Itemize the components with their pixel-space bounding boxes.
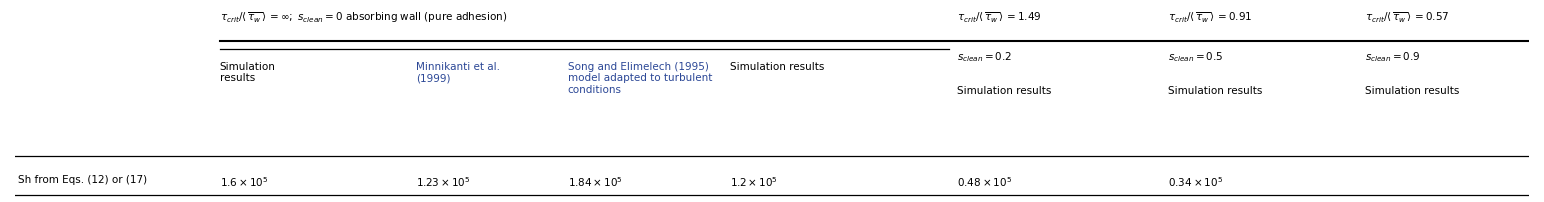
Text: $1.84\times10^5$: $1.84\times10^5$ <box>568 174 622 188</box>
Text: $s_{clean}=0.9$: $s_{clean}=0.9$ <box>1365 49 1420 63</box>
Text: Simulation
results: Simulation results <box>219 61 275 83</box>
Text: $\tau_{crit}/\langle\,\overline{\tau_w}\,\rangle\, =\infty$$;\;s_{clean}=0$ abso: $\tau_{crit}/\langle\,\overline{\tau_w}\… <box>219 10 506 24</box>
Text: Minnikanti et al.
(1999): Minnikanti et al. (1999) <box>417 61 500 83</box>
Text: Simulation results: Simulation results <box>1365 85 1459 95</box>
Text: $0.48\times10^5$: $0.48\times10^5$ <box>957 174 1011 188</box>
Text: $\tau_{crit}/\langle\,\overline{\tau_w}\,\rangle\,=1.49$: $\tau_{crit}/\langle\,\overline{\tau_w}\… <box>957 10 1041 24</box>
Text: Simulation results: Simulation results <box>730 61 824 71</box>
Text: $1.6\times10^5$: $1.6\times10^5$ <box>219 174 269 188</box>
Text: Simulation results: Simulation results <box>957 85 1051 95</box>
Text: $s_{clean}=0.2$: $s_{clean}=0.2$ <box>957 49 1011 63</box>
Text: $\tau_{crit}/\langle\,\overline{\tau_w}\,\rangle\,=0.91$: $\tau_{crit}/\langle\,\overline{\tau_w}\… <box>1169 10 1252 24</box>
Text: Simulation results: Simulation results <box>1169 85 1263 95</box>
Text: $1.23\times10^5$: $1.23\times10^5$ <box>417 174 471 188</box>
Text: $1.2\times10^5$: $1.2\times10^5$ <box>730 174 778 188</box>
Text: $\tau_{crit}/\langle\,\overline{\tau_w}\,\rangle\,=0.57$: $\tau_{crit}/\langle\,\overline{\tau_w}\… <box>1365 10 1448 24</box>
Text: Sh from Eqs. (12) or (17): Sh from Eqs. (12) or (17) <box>19 174 148 184</box>
Text: Song and Elimelech (1995)
model adapted to turbulent
conditions: Song and Elimelech (1995) model adapted … <box>568 61 712 95</box>
Text: $s_{clean}=0.5$: $s_{clean}=0.5$ <box>1169 49 1224 63</box>
Text: $0.34\times10^5$: $0.34\times10^5$ <box>1169 174 1223 188</box>
